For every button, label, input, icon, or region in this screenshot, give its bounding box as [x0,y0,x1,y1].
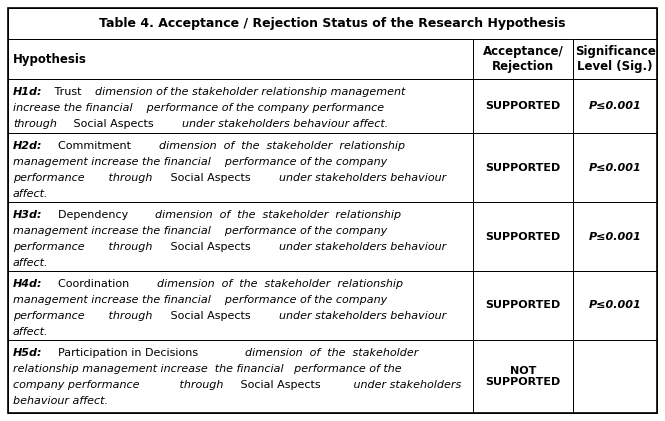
Text: H3d:: H3d: [13,210,43,220]
Text: Trust: Trust [51,87,85,97]
Text: under stakeholders: under stakeholders [350,380,461,390]
Text: P≤0.001: P≤0.001 [589,163,642,173]
Text: NOT
SUPPORTED: NOT SUPPORTED [485,366,561,387]
Text: affect.: affect. [13,258,49,268]
Bar [8,8,657,39]
Text: P≤0.001: P≤0.001 [589,232,642,242]
Text: Social Aspects: Social Aspects [166,242,253,252]
Text: H4d:: H4d: [13,279,43,289]
Text: SUPPORTED: SUPPORTED [485,232,561,242]
Text: Significance
Level (Sig.): Significance Level (Sig.) [575,45,656,73]
Text: through: through [106,311,153,321]
Text: relationship management increase  the financial   performance of the: relationship management increase the fin… [13,364,402,374]
Text: Coordination: Coordination [51,279,133,289]
Text: management increase the financial    performance of the company: management increase the financial perfor… [13,157,387,167]
Text: SUPPORTED: SUPPORTED [485,101,561,111]
Bar [573,39,657,79]
Bar [473,79,573,133]
Text: Hypothesis: Hypothesis [13,53,87,66]
Bar [573,202,657,271]
Text: dimension  of  the  stakeholder  relationship: dimension of the stakeholder relationshi… [159,141,405,151]
Bar [473,202,573,271]
Text: Acceptance/
Rejection: Acceptance/ Rejection [483,45,563,73]
Text: affect.: affect. [13,189,49,199]
Text: P≤0.001: P≤0.001 [589,301,642,310]
Bar [573,271,657,340]
Text: H2d:: H2d: [13,141,43,151]
Text: company performance: company performance [13,380,140,390]
Text: performance: performance [13,242,84,252]
Text: Social Aspects: Social Aspects [166,311,253,321]
Bar [8,133,473,202]
Text: performance: performance [13,173,84,183]
Text: Social Aspects: Social Aspects [166,173,253,183]
Bar [8,39,473,79]
Text: under stakeholders behaviour affect.: under stakeholders behaviour affect. [182,119,388,129]
Text: through: through [106,173,153,183]
Text: through: through [176,380,223,390]
Bar [473,271,573,340]
Bar [573,340,657,413]
Bar [8,79,473,133]
Text: dimension  of  the  stakeholder  relationship: dimension of the stakeholder relationshi… [155,210,402,220]
Bar [473,340,573,413]
Text: Participation in Decisions: Participation in Decisions [51,348,201,358]
Text: H5d:: H5d: [13,348,43,358]
Text: dimension of the stakeholder relationship management: dimension of the stakeholder relationshi… [95,87,405,97]
Text: dimension  of  the  stakeholder: dimension of the stakeholder [245,348,419,358]
Text: behaviour affect.: behaviour affect. [13,396,108,406]
Bar [573,133,657,202]
Text: Social Aspects: Social Aspects [70,119,157,129]
Bar [8,202,473,271]
Text: Dependency: Dependency [51,210,132,220]
Text: under stakeholders behaviour: under stakeholders behaviour [279,173,446,183]
Bar [473,133,573,202]
Text: through: through [106,242,153,252]
Text: SUPPORTED: SUPPORTED [485,163,561,173]
Text: under stakeholders behaviour: under stakeholders behaviour [279,242,446,252]
Bar [8,340,473,413]
Text: Commitment: Commitment [51,141,134,151]
Text: performance: performance [13,311,84,321]
Text: management increase the financial    performance of the company: management increase the financial perfor… [13,226,387,236]
Text: affect.: affect. [13,327,49,337]
Text: through: through [13,119,57,129]
Text: H1d:: H1d: [13,87,43,97]
Text: increase the financial    performance of the company performance: increase the financial performance of th… [13,103,384,113]
Text: under stakeholders behaviour: under stakeholders behaviour [279,311,446,321]
Text: Table 4. Acceptance / Rejection Status of the Research Hypothesis: Table 4. Acceptance / Rejection Status o… [99,17,566,30]
Text: P≤0.001: P≤0.001 [589,101,642,111]
Bar [473,39,573,79]
Bar [573,79,657,133]
Text: dimension  of  the  stakeholder  relationship: dimension of the stakeholder relationshi… [156,279,403,289]
Text: Social Aspects: Social Aspects [237,380,325,390]
Bar [8,271,473,340]
Text: SUPPORTED: SUPPORTED [485,301,561,310]
Text: management increase the financial    performance of the company: management increase the financial perfor… [13,295,387,305]
